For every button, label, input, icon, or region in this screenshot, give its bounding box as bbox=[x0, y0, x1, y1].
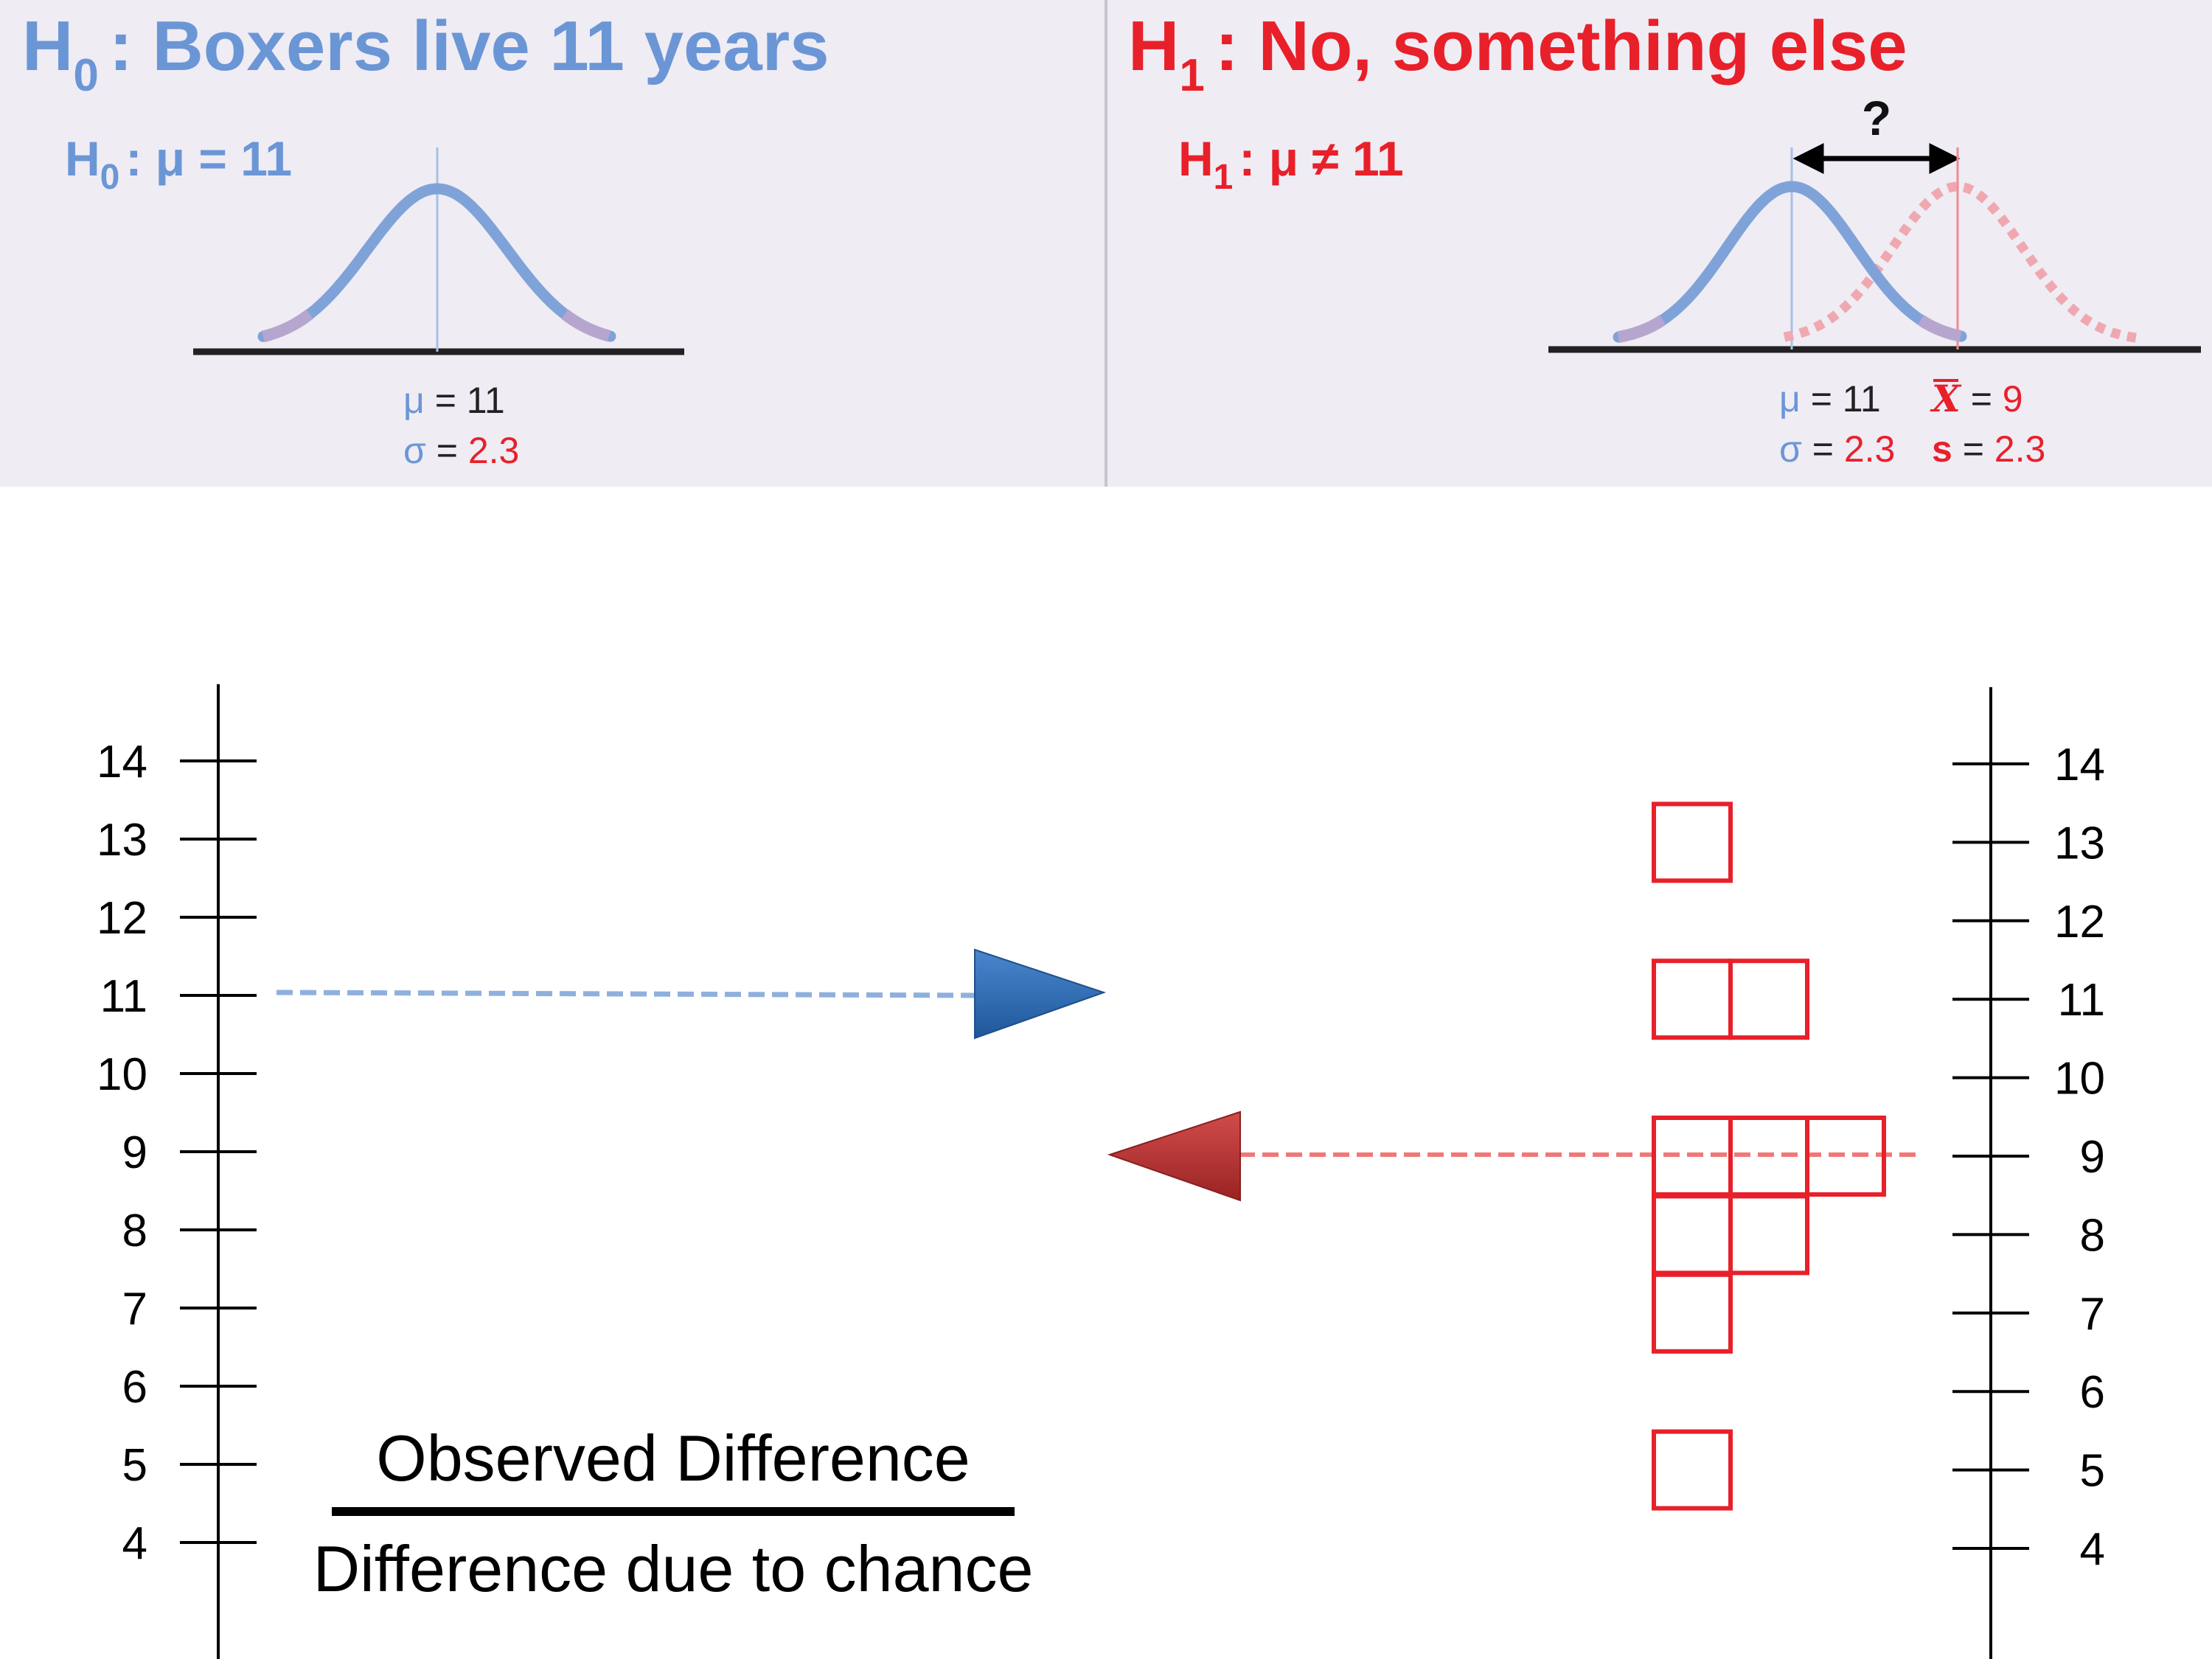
h1-label: H1: μ ≠ 11 bbox=[1178, 131, 1404, 197]
question-mark: ? bbox=[1862, 91, 1891, 145]
right-axis-tick-label-9: 9 bbox=[2080, 1132, 2105, 1183]
left-axis-tick-label-11: 11 bbox=[100, 971, 147, 1022]
sample-box-7-1 bbox=[1652, 1272, 1733, 1354]
fraction-numerator: Observed Difference bbox=[376, 1422, 970, 1495]
left-axis-tick-label-5: 5 bbox=[122, 1440, 147, 1491]
sample-curve bbox=[1783, 181, 2139, 344]
right-axis-tick-label-7: 7 bbox=[2080, 1289, 2105, 1340]
h0-title: H0: Boxers live 11 years bbox=[22, 7, 830, 101]
sample-box-5-1 bbox=[1652, 1429, 1733, 1511]
h0-label: H0: μ = 11 bbox=[65, 131, 292, 197]
sample-boxes bbox=[1652, 801, 1886, 1511]
h0-right-tail bbox=[561, 309, 611, 342]
sample-box-9-3 bbox=[1805, 1116, 1886, 1197]
h0-panel-bg bbox=[0, 0, 1106, 487]
right-axis-tick-label-8: 8 bbox=[2080, 1210, 2105, 1261]
h0-mu-stat: μ = 11 bbox=[403, 380, 505, 421]
sample-box-11-1 bbox=[1652, 959, 1733, 1040]
left-axis-tick-label-9: 9 bbox=[122, 1127, 147, 1178]
left-axis-tick-label-4: 4 bbox=[122, 1518, 147, 1569]
h1-mu-stat: μ = 11 bbox=[1779, 378, 1881, 420]
left-axis-tick-label-6: 6 bbox=[122, 1362, 147, 1413]
right-axis-tick-label-6: 6 bbox=[2080, 1367, 2105, 1418]
xbar-pointer bbox=[1107, 1110, 1917, 1202]
left-axis-tick-label-8: 8 bbox=[122, 1206, 147, 1256]
h0-sigma-stat: σ = 2.3 bbox=[403, 430, 519, 471]
right-axis-tick-label-13: 13 bbox=[2054, 818, 2105, 869]
mu-dashed-line bbox=[276, 990, 975, 998]
sample-box-8-1 bbox=[1652, 1194, 1733, 1276]
left-axis-tick-label-7: 7 bbox=[122, 1284, 147, 1335]
h1-sigma-stat: σ = 2.3 bbox=[1779, 428, 1895, 470]
h1-panel: H1: No, something else H1: μ ≠ 11 ? μ = … bbox=[1107, 0, 2212, 487]
h1-s-stat: s = 2.3 bbox=[1932, 428, 2045, 470]
null-curve bbox=[1613, 181, 1967, 343]
right-triangle-arrow-icon bbox=[974, 948, 1107, 1040]
left-axis-tick-label-13: 13 bbox=[97, 815, 147, 866]
sample-box-11-2 bbox=[1728, 959, 1809, 1040]
h1-title: H1: No, something else bbox=[1128, 7, 1907, 101]
sample-box-8-2 bbox=[1728, 1194, 1809, 1276]
left-axis-tick-label-12: 12 bbox=[97, 893, 147, 944]
fraction-denominator: Difference due to chance bbox=[313, 1532, 1034, 1605]
right-axis-tick-label-10: 10 bbox=[2054, 1054, 2105, 1105]
left-axis-tick-label-10: 10 bbox=[97, 1049, 147, 1100]
right-axis-tick-label-12: 12 bbox=[2054, 897, 2105, 947]
svg-text:X = 9: X = 9 bbox=[1930, 377, 2023, 420]
h1-right-tail bbox=[1917, 315, 1962, 342]
h1-panel-bg bbox=[1107, 0, 2212, 487]
right-axis-tick-label-11: 11 bbox=[2058, 975, 2105, 1026]
mu-pointer bbox=[276, 948, 1107, 1040]
h1-xbar-stat: X = 9 bbox=[1930, 377, 2023, 420]
h1-left-tail bbox=[1617, 315, 1666, 343]
overlapping-curves-icon bbox=[1548, 147, 2201, 353]
right-axis-tick-label-4: 4 bbox=[2080, 1524, 2105, 1575]
right-axis-tick-label-5: 5 bbox=[2080, 1446, 2105, 1497]
left-axis: 14 13 12 11 10 9 8 7 6 5 4 bbox=[97, 684, 257, 1659]
t-statistic-fraction: Observed Difference Difference due to ch… bbox=[313, 1422, 1034, 1605]
h0-left-tail bbox=[261, 309, 313, 343]
right-axis-tick-label-14: 14 bbox=[2054, 740, 2105, 790]
left-triangle-arrow-icon bbox=[1107, 1110, 1241, 1202]
left-axis-tick-label-14: 14 bbox=[97, 737, 147, 787]
h0-panel: H0: Boxers live 11 years H0: μ = 11 μ = … bbox=[0, 0, 1106, 487]
h0-curve bbox=[257, 183, 616, 342]
right-axis: 14 13 12 11 10 9 8 7 6 5 4 bbox=[1952, 687, 2105, 1659]
sample-box-13-1 bbox=[1652, 801, 1733, 883]
normal-curve-icon bbox=[193, 147, 684, 355]
